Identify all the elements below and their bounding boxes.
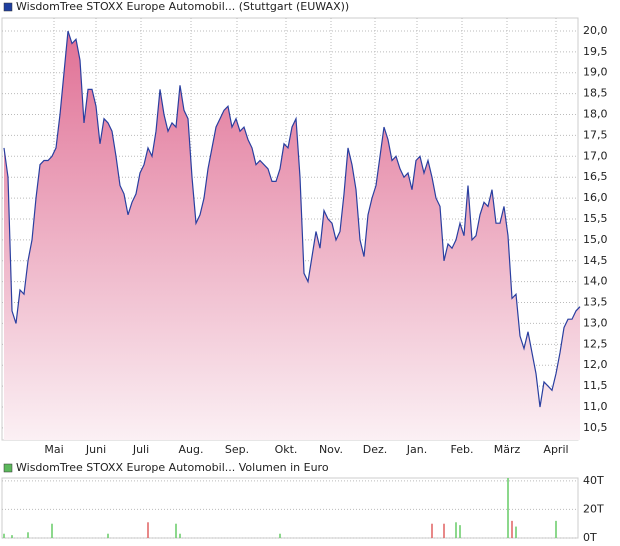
volume-bar [179,533,181,538]
volume-bar [459,525,461,538]
legend-label: WisdomTree STOXX Europe Automobil... Vol… [16,461,329,474]
volume-bar [3,533,5,538]
y-tick-label: 18,5 [583,87,608,100]
y-tick-label: 0T [583,531,597,544]
volume-bar [455,522,457,538]
y-tick-label: 13,5 [583,296,608,309]
legend-swatch [3,2,13,12]
x-tick-label: Okt. [275,443,298,456]
y-tick-label: 13,0 [583,316,608,329]
y-tick-label: 11,5 [583,379,608,392]
volume-bar [27,532,29,538]
y-tick-label: 20,0 [583,24,608,37]
x-tick-label: Juli [132,443,149,456]
price-area [4,31,580,440]
x-tick-label: Nov. [319,443,343,456]
volume-bar [147,522,149,538]
price-line [3,30,581,408]
y-tick-label: 19,0 [583,66,608,79]
y-tick-label: 14,5 [583,254,608,267]
y-tick-label: 14,0 [583,275,608,288]
volume-bar [511,520,513,538]
y-tick-label: 16,5 [583,170,608,183]
y-tick-label: 16,0 [583,191,608,204]
x-tick-label: Jan. [406,443,427,456]
y-tick-label: 19,5 [583,45,608,58]
volume-bar [431,523,433,538]
volume-bar [555,520,557,538]
y-tick-label: 12,5 [583,337,608,350]
x-tick-label: Sep. [225,443,249,456]
volume-bar [175,523,177,538]
legend-swatch [3,463,13,473]
y-tick-label: 10,5 [583,421,608,434]
plot-frame [1,477,579,539]
y-tick-label: 11,0 [583,400,608,413]
volume-bar [107,533,109,538]
y-tick-label: 20T [583,502,604,515]
volume-bar [279,533,281,538]
legend-label: WisdomTree STOXX Europe Automobil... (St… [16,0,349,13]
x-tick-label: Juni [85,443,106,456]
y-tick-label: 40T [583,474,604,487]
volume-bar [11,535,13,538]
y-tick-label: 12,0 [583,358,608,371]
x-tick-label: Feb. [451,443,474,456]
x-tick-label: Dez. [363,443,388,456]
y-tick-label: 15,5 [583,212,608,225]
volume-bar [507,478,509,538]
x-tick-label: Mai [44,443,63,456]
volume-bar [51,523,53,538]
y-tick-label: 18,0 [583,108,608,121]
volume-bar [443,523,445,538]
y-tick-label: 17,0 [583,149,608,162]
x-tick-label: März [494,443,521,456]
x-tick-label: Aug. [179,443,204,456]
x-tick-label: April [543,443,568,456]
y-tick-label: 17,5 [583,128,608,141]
volume-bar [515,526,517,538]
y-tick-label: 15,0 [583,233,608,246]
